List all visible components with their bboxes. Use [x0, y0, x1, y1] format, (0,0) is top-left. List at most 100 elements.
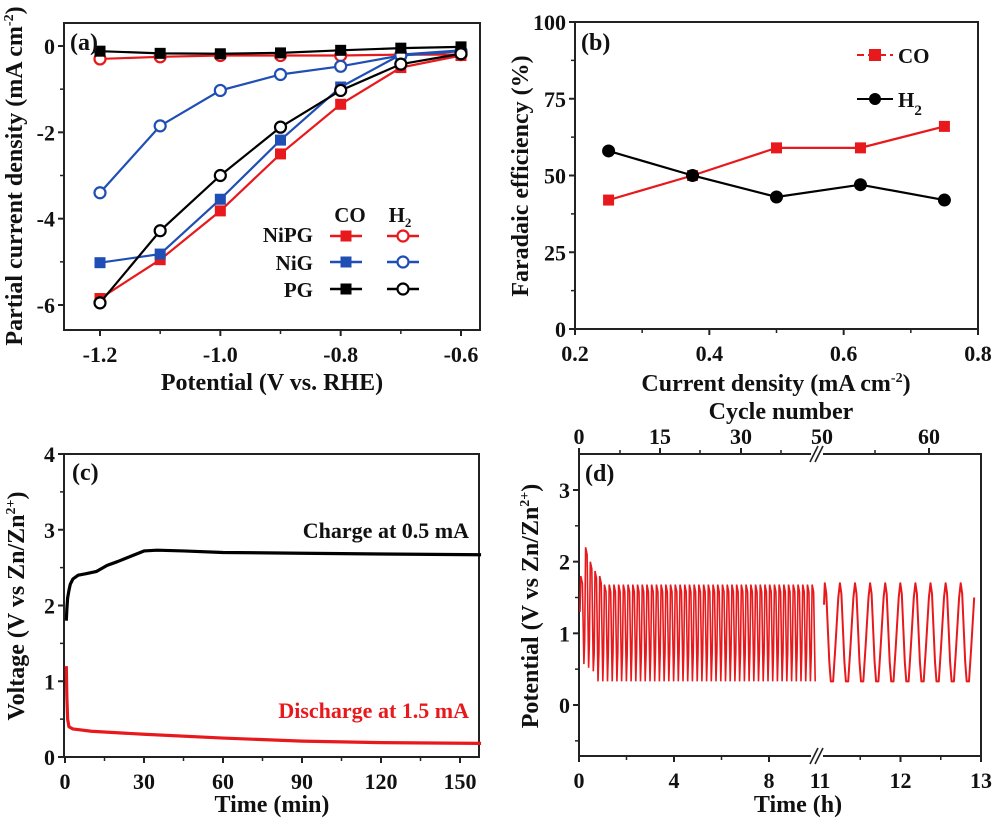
- x-tick-label: 150: [444, 769, 477, 794]
- y-tick-label: 25: [544, 240, 566, 265]
- y-tick-label: -2: [37, 120, 55, 145]
- data-point: [854, 142, 866, 154]
- panel-b-label: (b): [581, 30, 610, 56]
- y-tick-label: 0: [559, 693, 570, 718]
- data-point: [153, 224, 167, 238]
- data-point: [335, 44, 347, 56]
- panel-d-ylabel-close: ): [518, 484, 544, 492]
- y-tick-label: -4: [37, 207, 55, 232]
- y-tick-label: 50: [544, 164, 566, 189]
- panel-d-frame: [578, 453, 982, 757]
- y-tick-label: 100: [533, 10, 566, 35]
- data-point: [394, 57, 408, 71]
- data-point: [395, 42, 407, 54]
- data-point: [273, 120, 288, 134]
- panel-c-ylabel-close: ): [4, 491, 30, 499]
- data-point: [771, 142, 782, 154]
- data-point: [154, 248, 166, 260]
- data-point: [213, 168, 227, 183]
- x-tick-label: -0.6: [444, 342, 479, 367]
- panel-d-ylabel: Potential (V vs Zn/Zn2+): [518, 484, 544, 729]
- panel-b-xlabel-close: ): [903, 371, 911, 397]
- panel-b-frame: [574, 21, 979, 330]
- y-tick-label: 1: [559, 621, 570, 646]
- x-tick-label: -1.0: [203, 342, 238, 367]
- data-point: [273, 67, 288, 82]
- data-point: [335, 98, 347, 110]
- x-tick-label: 4: [669, 768, 680, 793]
- x-tick-label: 0.4: [696, 341, 724, 366]
- data-point: [603, 194, 615, 206]
- panel-d-x2label: Cycle number: [709, 399, 854, 425]
- y-tick-label: 1: [44, 669, 55, 694]
- data-point: [214, 48, 226, 60]
- x2-tick-label: 60: [918, 424, 940, 449]
- x-tick-label: 30: [133, 769, 155, 794]
- data-point: [770, 190, 783, 204]
- axis-break-gap-top: [811, 446, 823, 462]
- series-h2: [602, 144, 951, 207]
- panel-d-ylabel-sup: 2+: [518, 492, 533, 507]
- series-line: [608, 125, 945, 202]
- charge-annotation: Charge at 0.5 mA: [303, 518, 469, 543]
- data-point: [94, 257, 106, 269]
- panel-a-label: (a): [70, 30, 98, 56]
- x-tick-label: 0: [574, 768, 585, 793]
- series-pg-co: [94, 41, 467, 60]
- cycling-trace-segment-2: [823, 582, 976, 683]
- x-tick-label: 0: [60, 769, 71, 794]
- panel-b-xlabel-sup: -2: [891, 371, 903, 386]
- data-point: [937, 193, 951, 207]
- legend-header-h2: H2: [389, 203, 412, 230]
- axis-break-marks: [809, 445, 824, 765]
- legend-row-nig: NiG: [276, 251, 313, 275]
- panel-b: 0.2 0.4 0.6 0.8 0 25 50 75 100 (b) Current densi…: [508, 10, 992, 397]
- x-tick-label: 12: [890, 768, 912, 793]
- y-tick-label: -6: [37, 293, 55, 318]
- y-tick-label: 3: [559, 478, 570, 503]
- data-point: [275, 134, 286, 146]
- legend-label-sub: 2: [914, 103, 922, 119]
- series-discharge-line: [64, 666, 482, 745]
- x-tick-label: 0.6: [830, 341, 858, 366]
- panel-c-ylabel-sup: 2+: [4, 499, 19, 514]
- legend-marker-h2: [869, 93, 881, 105]
- data-point: [213, 83, 227, 98]
- x2-tick-label: 0: [574, 424, 585, 449]
- x-tick-label: 13: [970, 768, 992, 793]
- panel-d-ylabel-main: Potential (V vs Zn/Zn: [518, 507, 544, 729]
- legend-label-h2: H2: [898, 88, 922, 119]
- panel-c-xlabel: Time (min): [215, 792, 330, 818]
- panel-b-xlabel-main: Current density (mA cm: [641, 371, 891, 397]
- data-point: [94, 45, 106, 57]
- y-tick-label: 0: [44, 34, 55, 59]
- legend-header-sub: 2: [405, 215, 412, 230]
- legend-marker: [340, 256, 352, 268]
- x-tick-label: 60: [212, 769, 234, 794]
- data-point: [454, 47, 468, 61]
- legend-row-pg: PG: [284, 278, 313, 302]
- legend-marker: [396, 282, 410, 296]
- y-tick-label: 3: [44, 518, 55, 543]
- legend-header-h: H: [389, 203, 405, 227]
- panel-a-xlabel: Potential (V vs. RHE): [161, 370, 383, 396]
- data-point: [938, 120, 950, 132]
- data-point: [455, 41, 467, 53]
- axis-break-line: [809, 445, 819, 463]
- legend-marker: [340, 230, 352, 242]
- panel-b-xlabel: Current density (mA cm-2): [641, 371, 910, 397]
- discharge-annotation: Discharge at 1.5 mA: [278, 698, 469, 723]
- data-point: [334, 83, 348, 98]
- x-tick-label: 90: [291, 769, 313, 794]
- x-tick-label: 0.2: [561, 341, 589, 366]
- data-point: [853, 178, 867, 192]
- data-point: [214, 205, 226, 217]
- panel-a-legend: CO H2 NiPG NiG PG: [263, 203, 419, 302]
- x-tick-label: 11: [810, 768, 831, 793]
- legend-marker: [396, 229, 410, 243]
- panel-c-ylabel-main: Voltage (V vs Zn/Zn: [4, 514, 30, 720]
- legend-label-h: H: [898, 88, 914, 112]
- axis-break-gap-bottom: [811, 748, 823, 764]
- panel-c-ylabel: Voltage (V vs Zn/Zn2+): [4, 491, 30, 720]
